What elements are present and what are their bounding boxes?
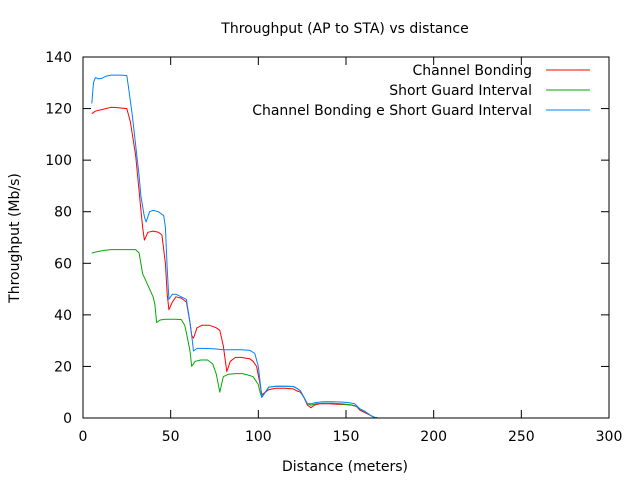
legend-label-3: Channel Bonding e Short Guard Interval bbox=[252, 103, 532, 119]
legend: Channel Bonding Short Guard Interval Chann… bbox=[252, 63, 590, 119]
chart-title: Throughput (AP to STA) vs distance bbox=[220, 21, 468, 37]
y-tick-label: 60 bbox=[54, 256, 72, 272]
x-tick-label: 200 bbox=[420, 429, 447, 445]
series-line-1 bbox=[91, 106, 378, 419]
x-tick-label: 0 bbox=[79, 429, 88, 445]
x-tick-label: 300 bbox=[596, 429, 623, 445]
y-axis-label: Throughput (Mb/s) bbox=[7, 173, 23, 304]
y-tick-label: 120 bbox=[45, 102, 72, 118]
y-tick-label: 40 bbox=[54, 308, 72, 324]
y-tick-label: 100 bbox=[45, 153, 72, 169]
series-line-2 bbox=[91, 249, 378, 419]
x-tick-label: 50 bbox=[162, 429, 180, 445]
y-tick-label: 0 bbox=[63, 411, 72, 427]
x-axis-label: Distance (meters) bbox=[282, 459, 408, 475]
x-tick-label: 100 bbox=[245, 429, 272, 445]
legend-label-2: Short Guard Interval bbox=[389, 83, 532, 99]
plot-frame bbox=[82, 56, 610, 419]
x-tick-label: 250 bbox=[508, 429, 535, 445]
y-tick-label: 20 bbox=[54, 359, 72, 375]
series-layer bbox=[91, 74, 378, 419]
axis-ticks: 0 50 100 150 200 250 300 0 20 40 60 80 100 120 140 bbox=[45, 50, 622, 445]
legend-label-1: Channel Bonding bbox=[412, 63, 532, 79]
y-tick-label: 80 bbox=[54, 205, 72, 221]
y-tick-label: 140 bbox=[45, 50, 72, 66]
x-tick-label: 150 bbox=[333, 429, 360, 445]
series-line-3 bbox=[91, 74, 378, 419]
